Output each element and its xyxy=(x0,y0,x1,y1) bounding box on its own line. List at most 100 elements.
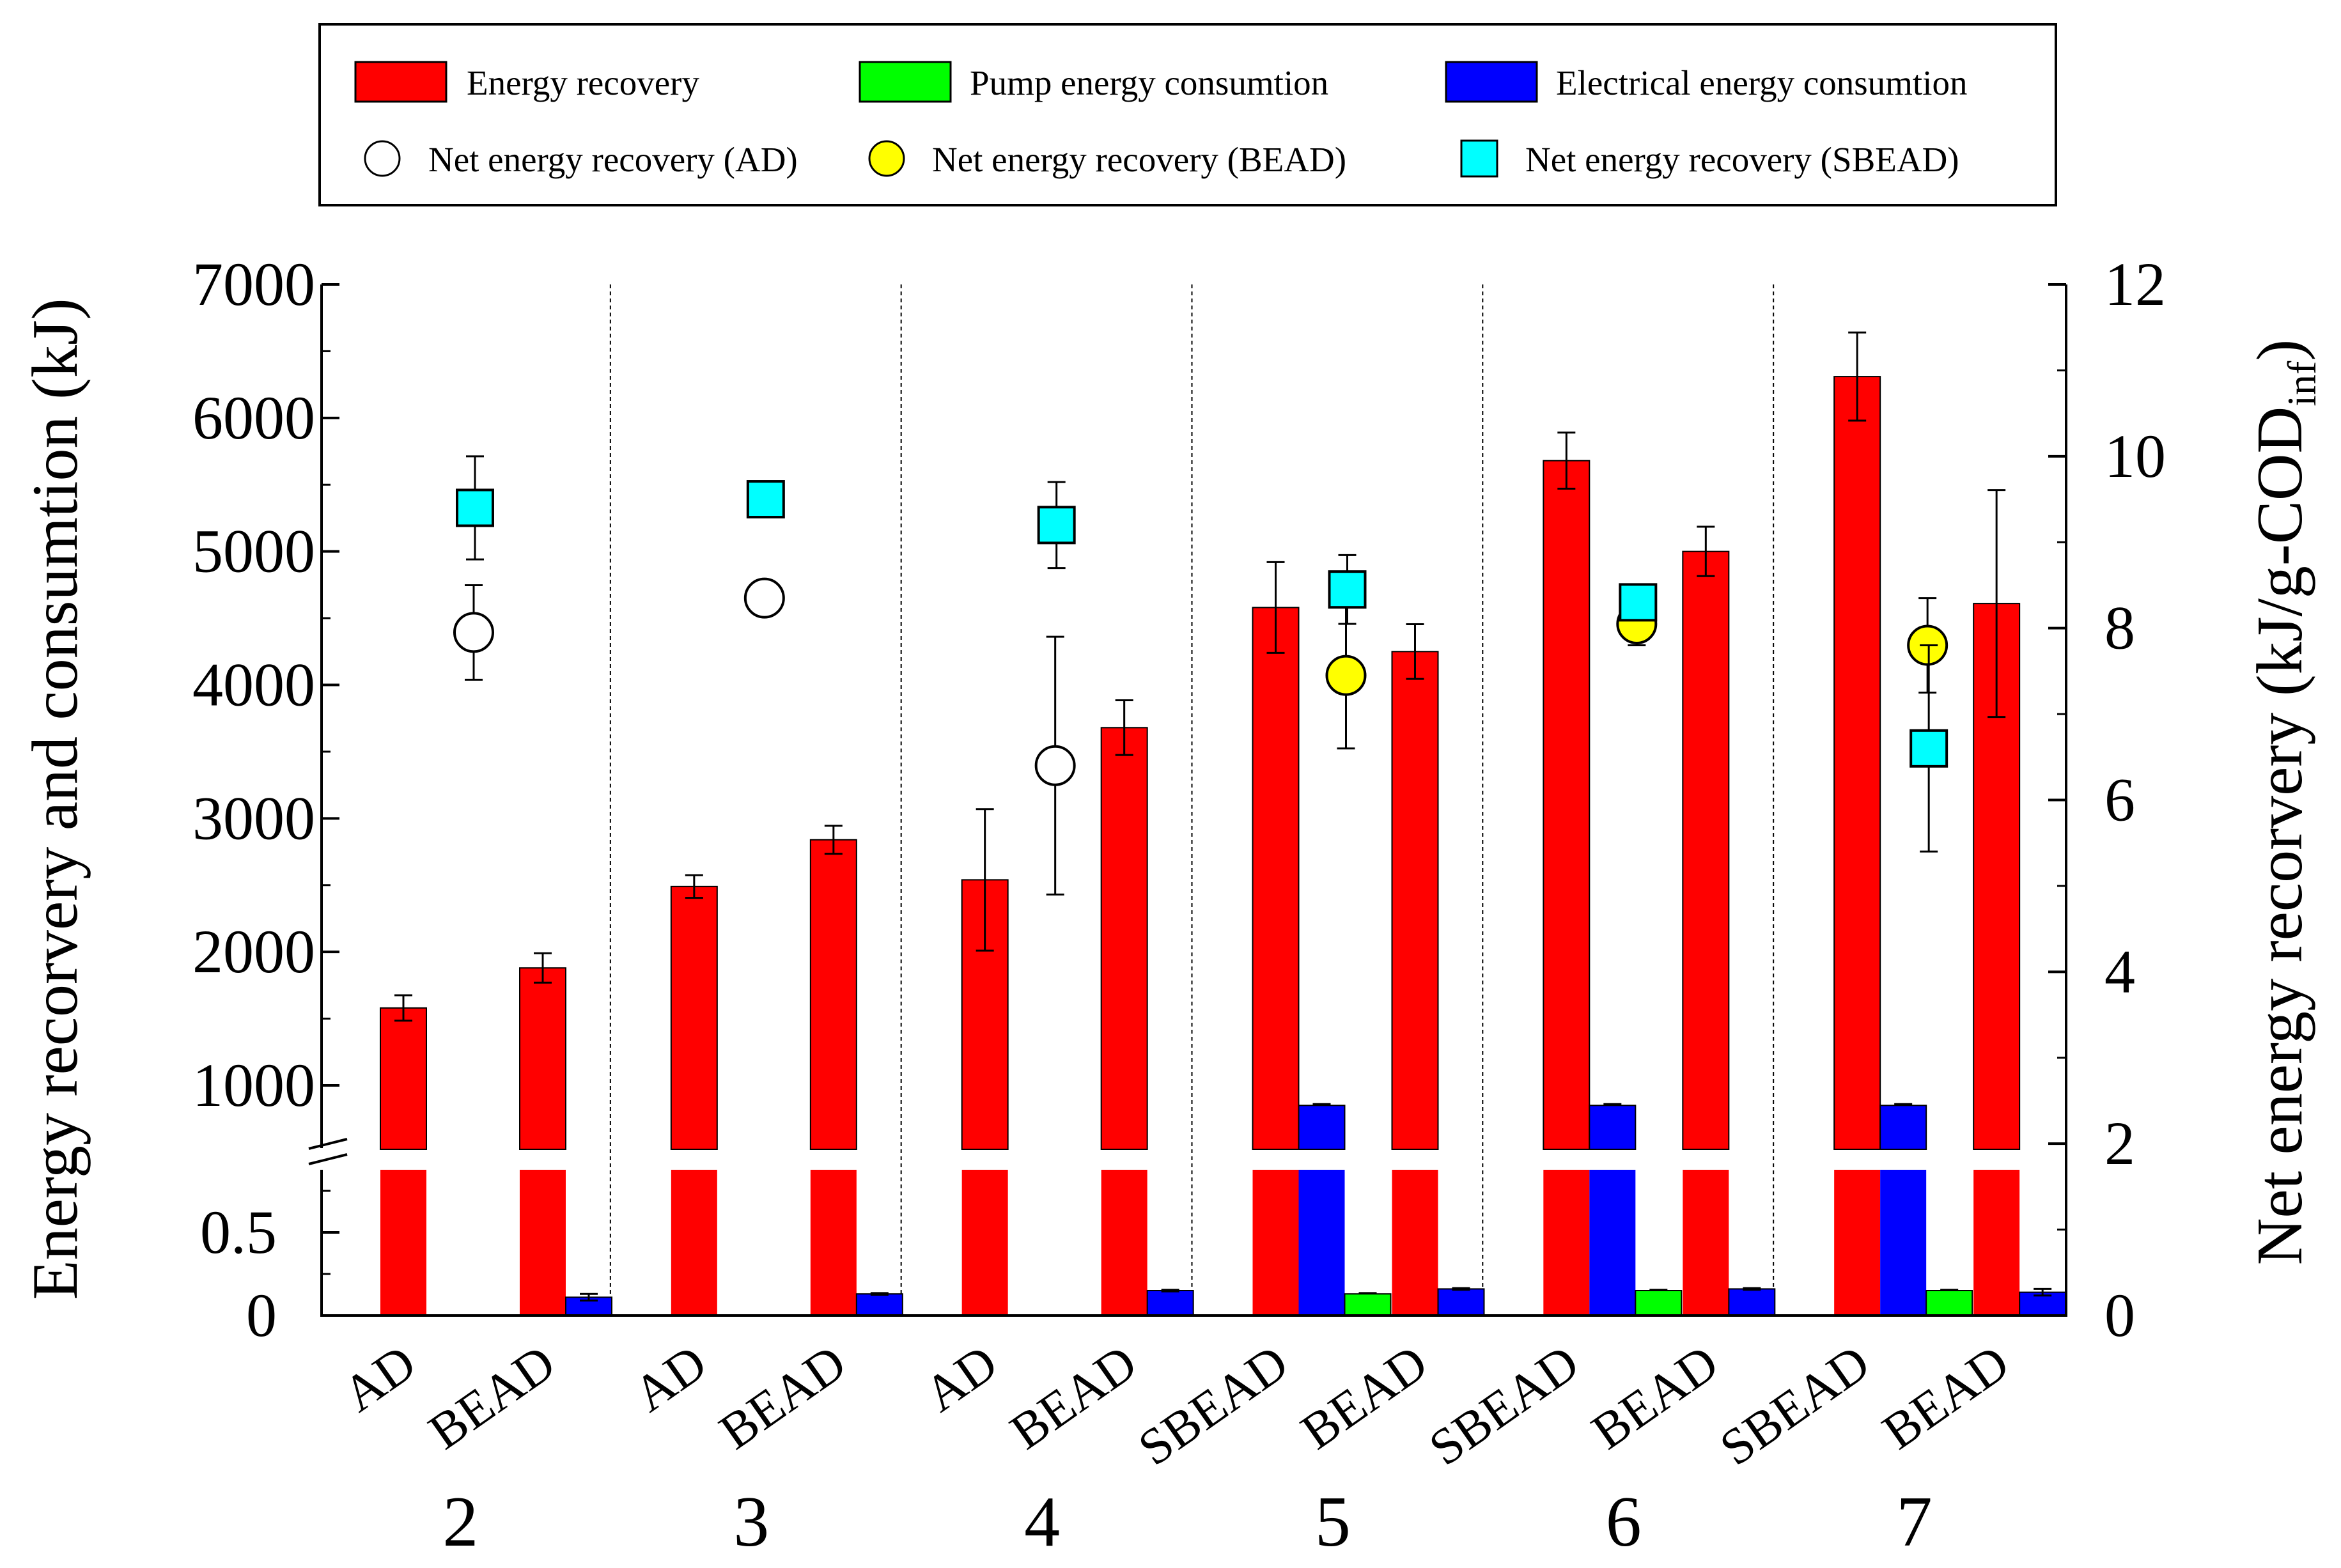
energy-recovery-bar-lower-3-ad xyxy=(671,1170,717,1316)
net-ad-marker-2 xyxy=(453,612,494,653)
energy-recovery-bar-5-bead xyxy=(1391,651,1439,1150)
group-label-5: 5 xyxy=(1315,1482,1351,1562)
left-tick-label: 7000 xyxy=(192,250,315,318)
axis-break-mark-2 xyxy=(308,1153,348,1165)
group-dividers xyxy=(609,284,1775,1316)
electrical-bar-4-bead xyxy=(1146,1290,1194,1316)
left-tick-label: 6000 xyxy=(192,384,315,452)
energy-recovery-bar-lower-4-ad xyxy=(961,1170,1008,1316)
right-tick-label: 4 xyxy=(2104,937,2135,1005)
electrical-bar-3-bead xyxy=(855,1293,903,1316)
legend-marker-net-sbead xyxy=(1460,139,1498,178)
energy-recovery-bar-lower-6-bead xyxy=(1683,1170,1729,1316)
energy-recovery-bar-lower-2-ad xyxy=(380,1170,426,1316)
legend-label-pump: Pump energy consumtion xyxy=(970,63,1328,102)
legend-swatch-pump xyxy=(859,61,952,103)
energy-recovery-bar-lower-3-bead xyxy=(810,1170,857,1316)
energy-recovery-bar-4-bead xyxy=(1100,727,1148,1150)
left-tick-label: 4000 xyxy=(192,651,315,719)
net-sbead-marker-2 xyxy=(456,488,494,527)
electrical-bar-lower-6-sbead xyxy=(1589,1170,1636,1316)
legend-label-electrical: Electrical energy consumtion xyxy=(1556,63,1967,102)
electrical-bar-7-sbead xyxy=(1879,1105,1927,1150)
group-label-7: 7 xyxy=(1897,1482,1933,1562)
net-ad-marker-4 xyxy=(1034,745,1076,786)
category-label-4-ad: AD xyxy=(915,1335,1007,1423)
energy-recovery-bar-7-sbead xyxy=(1833,376,1881,1150)
right-tick-label: 0 xyxy=(2104,1281,2135,1349)
group-label-6: 6 xyxy=(1606,1482,1642,1562)
energy-recovery-bar-3-bead xyxy=(809,839,857,1151)
right-tick-label: 10 xyxy=(2104,422,2166,490)
category-label-6-bead: BEAD xyxy=(1582,1335,1729,1461)
electrical-bar-lower-5-sbead xyxy=(1298,1170,1345,1316)
energy-recovery-bar-5-sbead xyxy=(1252,607,1300,1150)
net-sbead-marker-6 xyxy=(1619,583,1658,622)
energy-recovery-bar-2-bead xyxy=(519,967,566,1151)
legend-swatch-electrical xyxy=(1445,61,1538,103)
legend-marker-net-ad xyxy=(364,140,401,177)
category-labels: ADBEAD2ADBEAD3ADBEAD4SBEADBEAD5SBEADBEAD… xyxy=(333,1335,2019,1562)
electrical-bar-lower-7-sbead xyxy=(1880,1170,1927,1316)
category-label-3-ad: AD xyxy=(624,1335,717,1423)
pump-bar-7-sbead xyxy=(1925,1290,1973,1316)
category-label-7-bead: BEAD xyxy=(1873,1335,2019,1461)
axes xyxy=(308,284,2067,1317)
legend: Energy recovery Pump energy consumtion E… xyxy=(318,23,2057,206)
category-label-6-sbead: SBEAD xyxy=(1419,1335,1589,1477)
energy-recovery-bar-lower-7-sbead xyxy=(1834,1170,1881,1316)
net-sbead-marker-7 xyxy=(1909,729,1948,768)
group-label-2: 2 xyxy=(442,1482,478,1562)
pump-bar-6-sbead xyxy=(1635,1290,1683,1316)
energy-recovery-bar-lower-5-bead xyxy=(1392,1170,1438,1316)
category-label-2-bead: BEAD xyxy=(419,1335,565,1461)
y-axis-title: Energy recorvery and consumtion (kJ) xyxy=(19,298,91,1300)
right-tick-label: 2 xyxy=(2104,1109,2135,1177)
axis-break-mark-1 xyxy=(308,1138,348,1150)
net-sbead-marker-4 xyxy=(1037,506,1076,545)
category-label-5-sbead: SBEAD xyxy=(1129,1335,1298,1477)
group-label-3: 3 xyxy=(733,1482,769,1562)
left-tick-label: 5000 xyxy=(192,517,315,586)
energy-recovery-bar-6-sbead xyxy=(1543,460,1590,1150)
legend-marker-net-bead xyxy=(868,140,905,177)
electrical-bar-6-bead xyxy=(1728,1288,1776,1317)
energy-recovery-bar-2-ad xyxy=(380,1007,427,1151)
category-label-4-bead: BEAD xyxy=(1000,1335,1147,1461)
bars xyxy=(380,331,2067,1317)
electrical-bar-5-bead xyxy=(1437,1288,1485,1317)
energy-recovery-bar-lower-7-bead xyxy=(1973,1170,2020,1316)
pump-bar-5-sbead xyxy=(1344,1293,1392,1316)
left-tick-label: 0.5 xyxy=(200,1198,277,1266)
left-tick-label: 2000 xyxy=(192,917,315,986)
right-tick-label: 8 xyxy=(2104,594,2135,662)
legend-label-net-sbead: Net energy recovery (SBEAD) xyxy=(1525,140,1959,179)
legend-label-net-ad: Net energy recovery (AD) xyxy=(428,140,798,179)
legend-label-energy-recovery: Energy recovery xyxy=(467,63,699,102)
axis-ticks: 1000 2000 3000 4000 5000 6000 7000 0 0.5 0 2 4 6 8 10 1… xyxy=(192,250,2166,1349)
net-sbead-marker-3 xyxy=(746,480,785,519)
energy-recovery-bar-3-ad xyxy=(670,885,718,1151)
right-tick-label: 12 xyxy=(2104,250,2166,318)
y2-axis-title-main: Net energy recorvery (kJ/g-COD xyxy=(2244,407,2316,1265)
y2-axis-title-sub: inf xyxy=(2279,361,2324,407)
left-tick-label: 0 xyxy=(246,1281,277,1349)
group-label-4: 4 xyxy=(1024,1482,1060,1562)
legend-label-net-bead: Net energy recovery (BEAD) xyxy=(932,140,1346,179)
energy-recovery-bar-lower-6-sbead xyxy=(1543,1170,1590,1316)
electrical-bar-5-sbead xyxy=(1298,1105,1346,1150)
energy-recovery-bar-lower-2-bead xyxy=(520,1170,566,1316)
net-sbead-marker-5 xyxy=(1328,570,1367,609)
category-label-5-bead: BEAD xyxy=(1291,1335,1438,1461)
category-label-7-sbead: SBEAD xyxy=(1710,1335,1879,1477)
net-ad-marker-3 xyxy=(743,577,785,619)
category-label-3-bead: BEAD xyxy=(710,1335,856,1461)
energy-recovery-bar-lower-5-sbead xyxy=(1252,1170,1299,1316)
net-bead-marker-5 xyxy=(1325,655,1367,696)
legend-box xyxy=(318,23,2057,206)
energy-recovery-bar-lower-4-bead xyxy=(1101,1170,1147,1316)
energy-recovery-bar-6-bead xyxy=(1682,550,1730,1150)
electrical-bar-6-sbead xyxy=(1589,1105,1637,1150)
right-tick-label: 6 xyxy=(2104,766,2135,834)
